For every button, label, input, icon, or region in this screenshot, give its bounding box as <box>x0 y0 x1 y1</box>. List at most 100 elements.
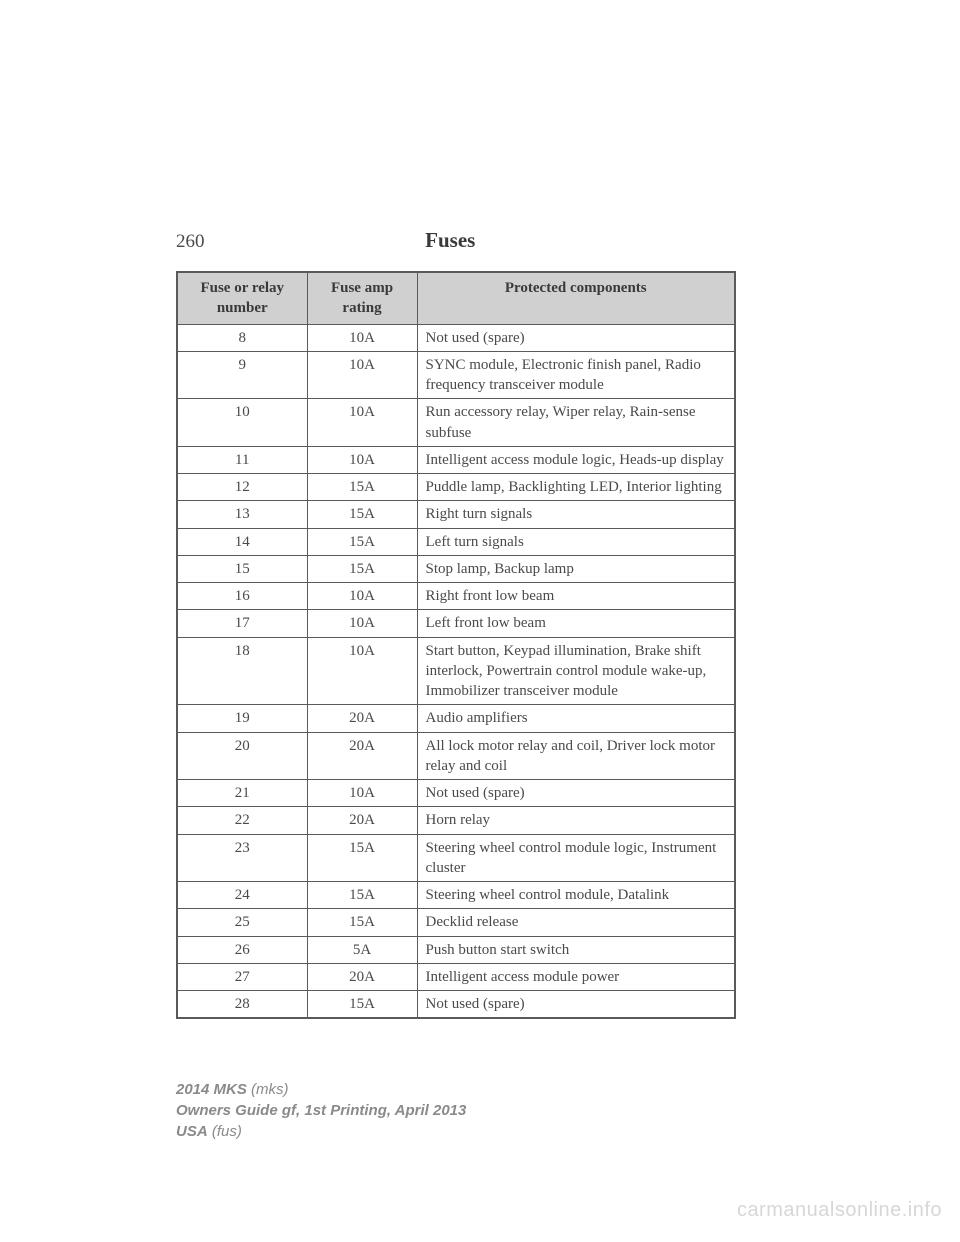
table-row: 1515AStop lamp, Backup lamp <box>177 555 735 582</box>
cell-amp-rating: 15A <box>307 474 417 501</box>
page-content: 260 Fuses Fuse or relay number Fuse amp … <box>0 0 960 1019</box>
page-footer: 2014 MKS (mks) Owners Guide gf, 1st Prin… <box>176 1079 466 1142</box>
watermark: carmanualsonline.info <box>737 1199 942 1222</box>
table-row: 810ANot used (spare) <box>177 324 735 351</box>
cell-protected: Intelligent access module logic, Heads-u… <box>417 446 735 473</box>
cell-protected: Not used (spare) <box>417 324 735 351</box>
cell-protected: Steering wheel control module logic, Ins… <box>417 834 735 882</box>
cell-amp-rating: 15A <box>307 834 417 882</box>
cell-amp-rating: 10A <box>307 637 417 705</box>
footer-model-code: (mks) <box>247 1081 289 1098</box>
cell-protected: Intelligent access module power <box>417 963 735 990</box>
table-row: 1415ALeft turn signals <box>177 528 735 555</box>
fuse-table: Fuse or relay number Fuse amp rating Pro… <box>176 271 736 1019</box>
cell-fuse-number: 9 <box>177 351 307 399</box>
cell-amp-rating: 15A <box>307 882 417 909</box>
cell-fuse-number: 18 <box>177 637 307 705</box>
cell-fuse-number: 24 <box>177 882 307 909</box>
cell-protected: Right front low beam <box>417 583 735 610</box>
cell-fuse-number: 25 <box>177 909 307 936</box>
cell-fuse-number: 12 <box>177 474 307 501</box>
table-row: 2415ASteering wheel control module, Data… <box>177 882 735 909</box>
table-row: 1610ARight front low beam <box>177 583 735 610</box>
cell-amp-rating: 15A <box>307 991 417 1019</box>
col-header-fuse-number: Fuse or relay number <box>177 272 307 324</box>
cell-fuse-number: 15 <box>177 555 307 582</box>
table-row: 910ASYNC module, Electronic finish panel… <box>177 351 735 399</box>
table-header-row: Fuse or relay number Fuse amp rating Pro… <box>177 272 735 324</box>
table-row: 1810AStart button, Keypad illumination, … <box>177 637 735 705</box>
table-row: 2020AAll lock motor relay and coil, Driv… <box>177 732 735 780</box>
table-row: 1315ARight turn signals <box>177 501 735 528</box>
cell-fuse-number: 14 <box>177 528 307 555</box>
cell-fuse-number: 8 <box>177 324 307 351</box>
table-row: 2220AHorn relay <box>177 807 735 834</box>
footer-region-code: (fus) <box>208 1123 242 1140</box>
cell-protected: Run accessory relay, Wiper relay, Rain-s… <box>417 399 735 447</box>
cell-fuse-number: 21 <box>177 780 307 807</box>
col-header-amp-rating: Fuse amp rating <box>307 272 417 324</box>
footer-model: 2014 MKS <box>176 1081 247 1098</box>
table-row: 1215APuddle lamp, Backlighting LED, Inte… <box>177 474 735 501</box>
cell-amp-rating: 10A <box>307 446 417 473</box>
cell-amp-rating: 10A <box>307 780 417 807</box>
page-header: 260 Fuses <box>176 228 736 253</box>
cell-protected: Decklid release <box>417 909 735 936</box>
cell-amp-rating: 10A <box>307 610 417 637</box>
cell-protected: SYNC module, Electronic finish panel, Ra… <box>417 351 735 399</box>
table-row: 1710ALeft front low beam <box>177 610 735 637</box>
cell-fuse-number: 13 <box>177 501 307 528</box>
cell-fuse-number: 28 <box>177 991 307 1019</box>
cell-amp-rating: 5A <box>307 936 417 963</box>
cell-amp-rating: 10A <box>307 399 417 447</box>
cell-protected: Audio amplifiers <box>417 705 735 732</box>
section-title: Fuses <box>165 228 737 253</box>
cell-protected: Puddle lamp, Backlighting LED, Interior … <box>417 474 735 501</box>
cell-protected: Left turn signals <box>417 528 735 555</box>
table-row: 1010ARun accessory relay, Wiper relay, R… <box>177 399 735 447</box>
cell-protected: Horn relay <box>417 807 735 834</box>
cell-protected: Stop lamp, Backup lamp <box>417 555 735 582</box>
cell-amp-rating: 10A <box>307 324 417 351</box>
cell-protected: Right turn signals <box>417 501 735 528</box>
cell-fuse-number: 19 <box>177 705 307 732</box>
table-row: 265APush button start switch <box>177 936 735 963</box>
table-row: 2315ASteering wheel control module logic… <box>177 834 735 882</box>
cell-amp-rating: 15A <box>307 555 417 582</box>
cell-fuse-number: 27 <box>177 963 307 990</box>
cell-fuse-number: 26 <box>177 936 307 963</box>
cell-protected: Not used (spare) <box>417 780 735 807</box>
cell-amp-rating: 10A <box>307 351 417 399</box>
cell-fuse-number: 23 <box>177 834 307 882</box>
cell-amp-rating: 15A <box>307 528 417 555</box>
table-row: 2515ADecklid release <box>177 909 735 936</box>
cell-protected: Not used (spare) <box>417 991 735 1019</box>
table-row: 2110ANot used (spare) <box>177 780 735 807</box>
cell-protected: Left front low beam <box>417 610 735 637</box>
cell-protected: All lock motor relay and coil, Driver lo… <box>417 732 735 780</box>
cell-amp-rating: 15A <box>307 909 417 936</box>
cell-fuse-number: 20 <box>177 732 307 780</box>
cell-fuse-number: 16 <box>177 583 307 610</box>
table-row: 2720AIntelligent access module power <box>177 963 735 990</box>
footer-line-1: 2014 MKS (mks) <box>176 1079 466 1100</box>
table-row: 2815ANot used (spare) <box>177 991 735 1019</box>
cell-protected: Steering wheel control module, Datalink <box>417 882 735 909</box>
cell-fuse-number: 17 <box>177 610 307 637</box>
footer-line-3: USA (fus) <box>176 1121 466 1142</box>
col-header-protected: Protected components <box>417 272 735 324</box>
cell-amp-rating: 10A <box>307 583 417 610</box>
cell-protected: Start button, Keypad illumination, Brake… <box>417 637 735 705</box>
cell-fuse-number: 22 <box>177 807 307 834</box>
footer-region: USA <box>176 1123 208 1140</box>
cell-amp-rating: 20A <box>307 963 417 990</box>
footer-line-2: Owners Guide gf, 1st Printing, April 201… <box>176 1100 466 1121</box>
cell-amp-rating: 15A <box>307 501 417 528</box>
cell-fuse-number: 10 <box>177 399 307 447</box>
table-row: 1920AAudio amplifiers <box>177 705 735 732</box>
cell-amp-rating: 20A <box>307 705 417 732</box>
cell-protected: Push button start switch <box>417 936 735 963</box>
cell-amp-rating: 20A <box>307 807 417 834</box>
cell-fuse-number: 11 <box>177 446 307 473</box>
table-row: 1110AIntelligent access module logic, He… <box>177 446 735 473</box>
